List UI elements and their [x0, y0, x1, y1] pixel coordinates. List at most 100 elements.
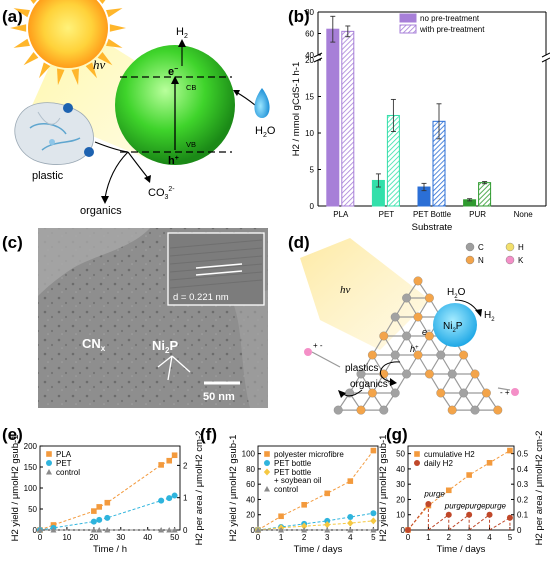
data-point — [264, 486, 270, 492]
data-point — [166, 457, 173, 464]
svg-text:h+: h+ — [168, 155, 179, 167]
x-tick-label: 30 — [116, 533, 125, 542]
atom — [367, 350, 377, 360]
svg-text:H2O: H2O — [447, 287, 466, 300]
lattice-spacing-label: d = 0.221 nm — [173, 292, 229, 303]
ni2p-arrows — [157, 355, 191, 381]
data-point — [347, 514, 354, 521]
atom — [379, 405, 389, 415]
legend-atom-label: K — [518, 256, 524, 265]
data-point — [301, 527, 308, 533]
data-point — [278, 527, 285, 533]
panel-d: (d) hv C H N K Ni2P H2O H2 e− h+ plastics o… — [288, 233, 524, 415]
data-point — [171, 492, 178, 499]
hrtem-inset — [167, 232, 265, 306]
x-tick-label: 1 — [426, 533, 431, 542]
svg-text:H2: H2 — [484, 310, 495, 323]
organics-label: organics — [80, 205, 122, 217]
data-point — [96, 516, 103, 523]
y-tick-label: 50 — [396, 450, 405, 459]
axis-break-mark — [541, 52, 550, 58]
y-tick-label: 100 — [242, 450, 256, 459]
x-tick-label: 0 — [38, 533, 43, 542]
data-point — [96, 504, 103, 510]
legend-atom-label: N — [478, 256, 484, 265]
y-tick-label: 40 — [246, 495, 255, 504]
hv-label: hv — [93, 57, 106, 72]
legend-atom-label: H — [518, 243, 524, 252]
data-point — [370, 517, 377, 525]
y-tick-label: 30 — [396, 480, 405, 489]
y-tick-label: 0 — [33, 526, 38, 535]
panel-label-b: (b) — [288, 7, 310, 26]
legend-swatch — [399, 13, 417, 23]
y-tick-label: 40 — [305, 51, 314, 60]
plastic-waste-icon — [14, 102, 94, 165]
y-tick-label: 40 — [396, 465, 405, 474]
bond — [497, 387, 511, 391]
atom — [436, 350, 446, 360]
legend-label: control — [274, 485, 298, 494]
data-point — [104, 514, 111, 521]
series-line — [428, 514, 450, 531]
x-tick-label: 2 — [447, 533, 452, 542]
atom — [481, 388, 491, 398]
legend-label: with pre-treatment — [419, 25, 485, 34]
x-tick-label: 0 — [256, 533, 261, 542]
data-point — [486, 460, 493, 466]
svg-text:hv: hv — [340, 284, 351, 296]
atom — [333, 405, 343, 415]
atom — [470, 369, 480, 379]
data-point — [347, 519, 354, 527]
data-point — [324, 490, 331, 497]
sun-ray — [13, 8, 30, 18]
y-tick-label: 200 — [24, 442, 38, 451]
y-tick-label: 50 — [28, 505, 37, 514]
data-point — [96, 527, 103, 533]
data-point — [278, 513, 284, 520]
data-point — [90, 518, 97, 525]
y-tick-label: 20 — [246, 511, 255, 520]
y-tick-label: 60 — [305, 30, 314, 39]
sun-ray — [39, 62, 51, 79]
data-point — [414, 460, 420, 466]
data-point — [370, 510, 377, 517]
sun-ray — [99, 0, 106, 5]
data-point — [414, 451, 420, 457]
x-tick-label: PUR — [469, 210, 486, 219]
series-line — [257, 520, 374, 531]
data-point — [91, 508, 97, 514]
y-right-tick-label: 0.1 — [517, 511, 529, 520]
y-right-axis-label: H2 per area / μmolH2 cm-2 — [194, 431, 205, 546]
x-tick-label: 10 — [62, 533, 71, 542]
x-axis-label: Time / days — [437, 544, 486, 555]
series-line — [257, 512, 374, 531]
y-tick-label: 80 — [246, 465, 255, 474]
legend-label: PET — [56, 459, 72, 468]
data-point — [347, 527, 354, 533]
x-tick-label: 4 — [487, 533, 492, 542]
y-tick-label: 10 — [396, 511, 405, 520]
x-tick-label: PET — [379, 210, 395, 219]
series-line — [257, 450, 374, 531]
y-tick-label: 15 — [305, 93, 314, 102]
data-point — [370, 527, 377, 533]
y-right-tick-label: 0.4 — [517, 465, 529, 474]
svg-text:h+: h+ — [410, 344, 419, 354]
x-tick-label: 2 — [302, 533, 307, 542]
bond — [311, 351, 341, 368]
x-tick-label: 5 — [371, 533, 376, 542]
svg-text:e−: e− — [168, 66, 178, 78]
data-point — [158, 462, 164, 468]
purge-label: purge — [444, 502, 466, 511]
atom — [424, 331, 434, 341]
y-tick-label: 20 — [305, 56, 314, 65]
panel-label-a: (a) — [2, 7, 23, 26]
legend-label: control — [56, 468, 80, 477]
x-tick-label: 20 — [89, 533, 98, 542]
sun-icon — [10, 0, 126, 86]
atom — [424, 293, 434, 303]
svg-text:organics: organics — [350, 379, 388, 390]
legend-swatch — [399, 24, 417, 34]
